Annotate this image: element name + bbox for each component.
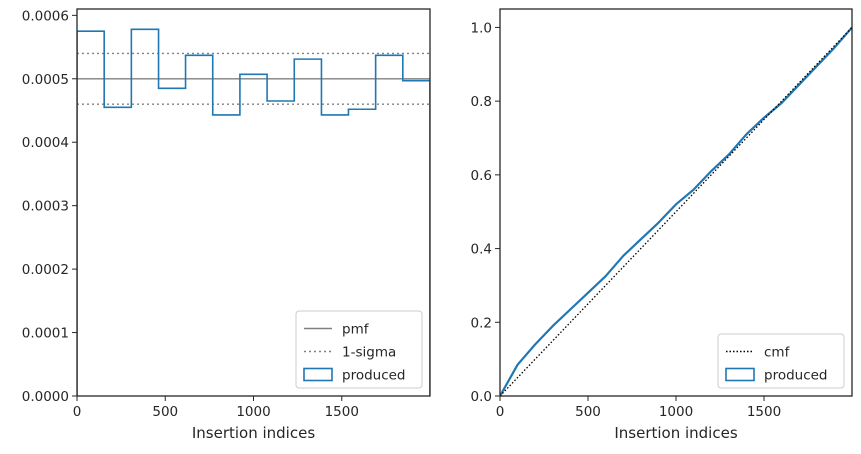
y-tick-label: 0.0004 xyxy=(22,135,69,151)
y-tick-label: 0.0001 xyxy=(22,326,69,342)
y-tick-label: 0.8 xyxy=(471,94,492,110)
cmf-chart: 0 500 1000 1500 0.0 0.2 0.4 0.6 0.8 1.0 Insertion … xyxy=(471,8,853,442)
produced-legend-label: produced xyxy=(342,368,406,384)
y-tick-label: 0.6 xyxy=(471,168,492,184)
legend-box xyxy=(717,333,845,389)
plot-frame xyxy=(499,8,853,397)
y-tick-label: 0.4 xyxy=(471,242,492,258)
x-tick-label: 1000 xyxy=(659,404,693,420)
cmf-legend-label: cmf xyxy=(764,345,791,361)
y-tick-label: 0.0000 xyxy=(22,389,69,405)
x-tick-label: 1500 xyxy=(325,404,359,420)
x-axis-label: Insertion indices xyxy=(614,424,737,442)
y-tick-label: 0.0005 xyxy=(22,72,69,88)
produced-legend-handle xyxy=(725,367,755,382)
legend: cmf produced xyxy=(717,333,845,389)
sigma-legend-label: 1-sigma xyxy=(342,345,396,361)
x-tick-label: 1000 xyxy=(236,404,270,420)
y-tick-label: 0.0002 xyxy=(22,262,69,278)
y-tick-label: 1.0 xyxy=(471,20,492,36)
pmf-legend-label: pmf xyxy=(342,322,370,338)
x-tick-label: 500 xyxy=(152,404,178,420)
produced-legend-label: produced xyxy=(764,368,828,384)
x-tick-label: 500 xyxy=(575,404,601,420)
plot-frame xyxy=(76,8,431,397)
produced-step-series xyxy=(77,28,430,396)
pmf-histogram-chart: 0 500 1000 1500 0.0000 0.0001 0.0002 0.0003 0.00… xyxy=(22,8,431,442)
y-tick-label: 0.0006 xyxy=(22,8,69,24)
y-tick-label: 0.0 xyxy=(471,389,492,405)
x-tick-label: 1500 xyxy=(747,404,781,420)
produced-cumulative-series xyxy=(500,26,852,396)
x-axis-label: Insertion indices xyxy=(192,424,315,442)
x-tick-label: 0 xyxy=(73,404,82,420)
plot-area xyxy=(77,28,430,396)
x-tick-label: 0 xyxy=(496,404,505,420)
y-tick-label: 0.2 xyxy=(471,315,492,331)
plot-area xyxy=(500,26,852,396)
y-tick-label: 0.0003 xyxy=(22,199,69,215)
legend: pmf 1-sigma produced xyxy=(295,310,423,389)
cmf-line xyxy=(500,26,852,396)
produced-legend-handle xyxy=(303,367,333,382)
